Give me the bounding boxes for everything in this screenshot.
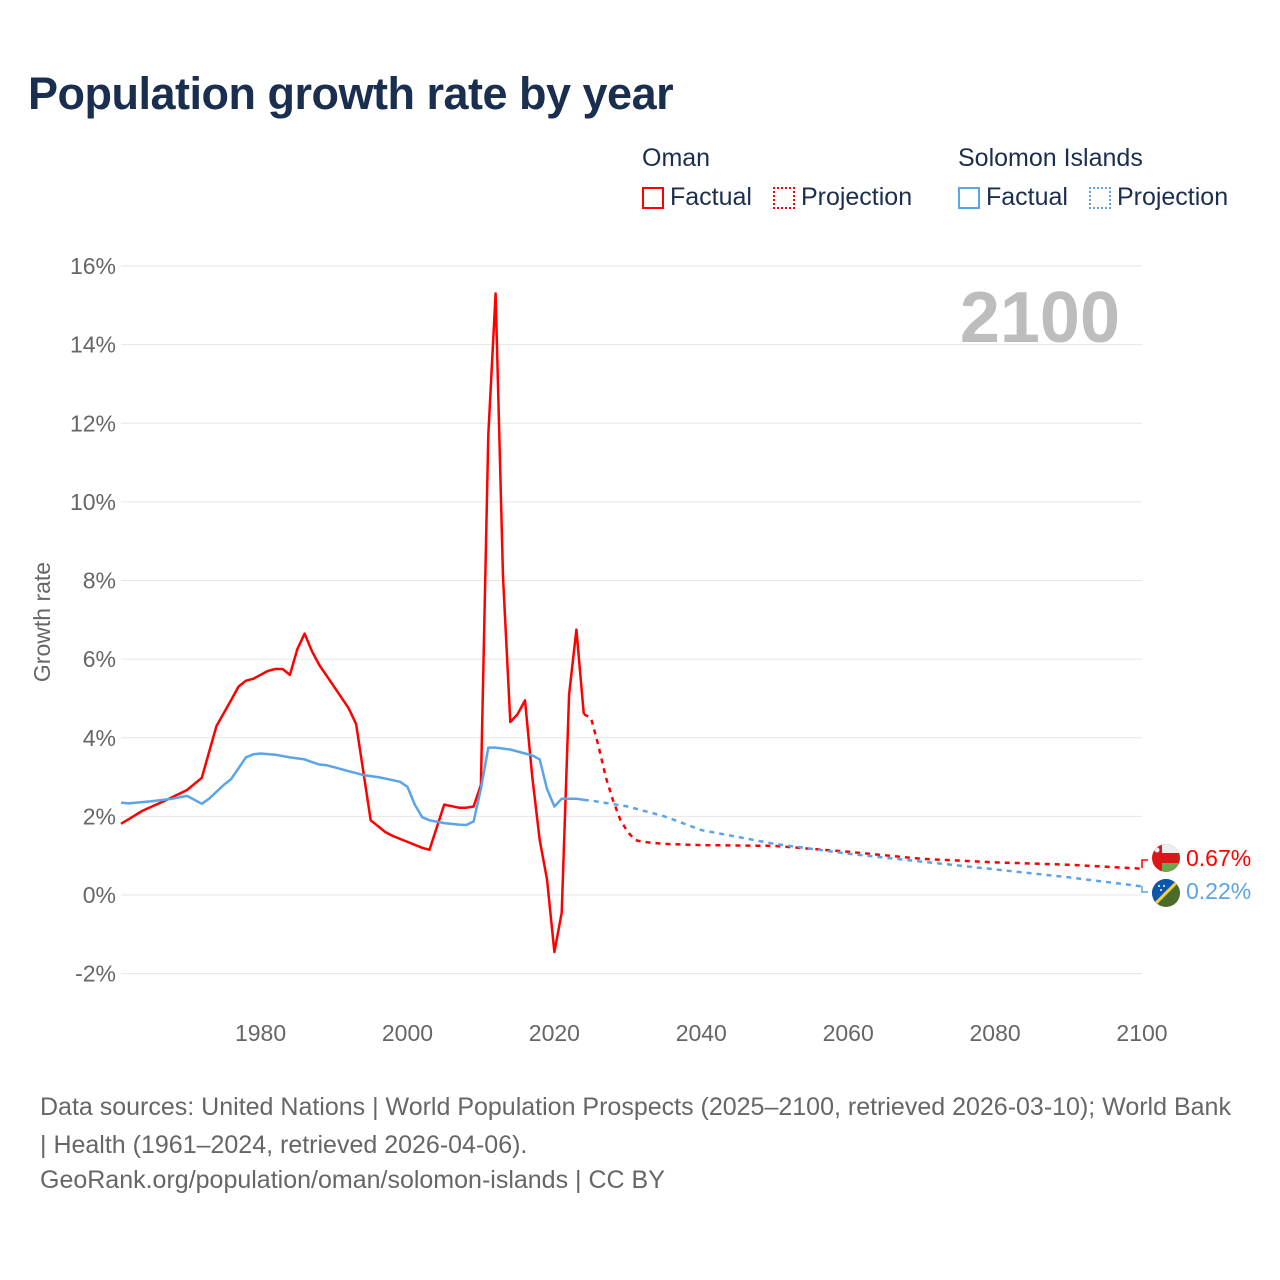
solomon-end-value: 0.22% [1186,878,1251,904]
x-tick-label: 2040 [676,1020,727,1046]
data-sources-note: Data sources: United Nations | World Pop… [40,1093,1231,1159]
y-tick-label: 4% [83,725,116,751]
legend-item-solomon-factual[interactable]: Factual [958,183,1068,212]
legend-swatch [642,186,664,209]
y-tick-label: -2% [75,961,116,987]
oman-end-connector [1141,859,1148,868]
x-tick-label: 2060 [823,1020,874,1046]
y-tick-label: 6% [83,646,116,672]
line-chart: -2% 0% 2% 4% 6% 8% 10% 12% 14% 16% 1980 2000 2020 204… [29,253,1251,1046]
series-line-solomon-islands-projection [583,798,1143,888]
legend-item-solomon-projection[interactable]: Projection [1088,183,1229,212]
y-tick-label: 0% [83,882,116,908]
series-line-solomon-islands-factual [120,746,585,827]
y-tick-label: 16% [70,253,116,279]
solomon-end-connector [1141,886,1148,893]
legend-label: Factual [670,183,752,211]
series-line-oman-projection [583,713,1143,870]
legend-group-name: Oman [642,144,711,172]
y-tick-label: 2% [83,803,116,829]
legend-group-name: Solomon Islands [958,144,1143,172]
source-url[interactable]: GeoRank.org/population/oman/solomon-isla… [40,1166,665,1194]
y-tick-label: 14% [70,332,116,358]
legend-label: Projection [800,183,913,211]
y-tick-label: 12% [70,410,116,436]
x-tick-label: 2000 [382,1020,433,1046]
x-tick-label: 1980 [235,1020,286,1046]
chart-title: Population growth rate by year [28,68,674,119]
solomon-islands-flag-icon [1152,879,1180,907]
legend-item-oman-projection[interactable]: Projection [772,183,913,212]
legend-swatch [958,186,980,209]
oman-flag-icon [1152,844,1180,872]
oman-end-value: 0.67% [1186,845,1251,871]
x-tick-label: 2020 [529,1020,580,1046]
legend-label: Factual [986,183,1068,211]
y-tick-label: 10% [70,489,116,515]
legend-swatch [772,186,795,209]
legend-group-oman: Oman Factual Projection [642,144,926,216]
year-watermark: 2100 [960,278,1120,358]
x-tick-label: 2080 [970,1020,1021,1046]
legend-group-solomon: Solomon Islands Factual Projection [958,144,1228,216]
series-line-oman-factual [120,292,586,954]
legend-label: Projection [1116,183,1229,211]
y-axis-label: Growth rate [29,562,55,682]
x-tick-label: 2100 [1116,1020,1167,1046]
y-tick-label: 8% [83,568,116,594]
legend-swatch [1088,186,1111,209]
legend-item-oman-factual[interactable]: Factual [642,183,752,212]
